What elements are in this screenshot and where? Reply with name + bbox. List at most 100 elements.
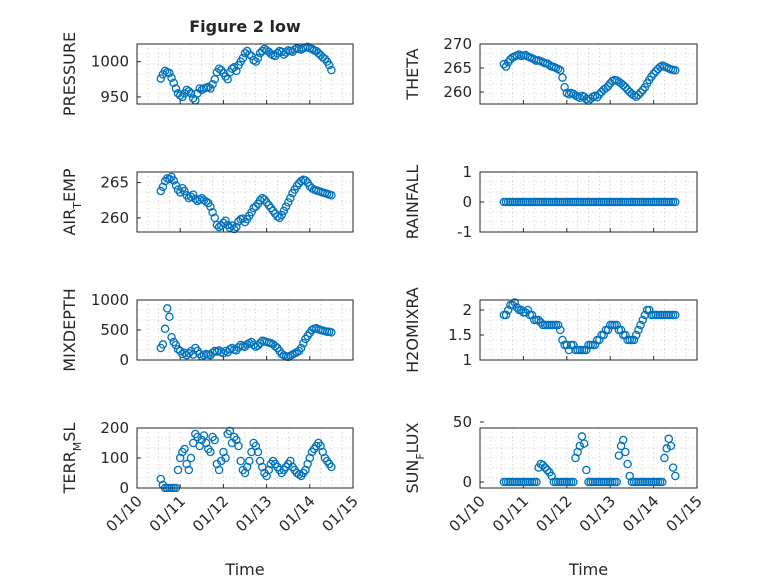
data-point <box>668 463 678 472</box>
data-point <box>636 320 645 330</box>
data-point <box>516 305 526 315</box>
y-tick-label: 1000 <box>91 291 129 309</box>
data-point <box>206 84 215 93</box>
y-tick-label: 270 <box>443 35 472 53</box>
data-point <box>158 182 168 192</box>
data-point <box>590 340 600 350</box>
data-point <box>623 85 632 94</box>
panel-rainfall: -1 0 1 RAINFALL <box>403 163 698 241</box>
data-point <box>221 216 230 225</box>
data-point <box>506 55 515 64</box>
data-point <box>184 87 194 96</box>
data-point <box>180 186 189 196</box>
data-point <box>590 91 600 101</box>
data-point <box>543 465 552 475</box>
y-tick-label: 0 <box>462 193 472 211</box>
data-point <box>232 222 241 232</box>
data-point <box>169 78 178 88</box>
data-point <box>283 198 293 207</box>
data-point <box>638 315 648 325</box>
data-point <box>618 435 628 445</box>
data-point <box>634 90 643 100</box>
data-point <box>575 441 585 451</box>
data-point <box>501 62 511 71</box>
data-point <box>579 439 589 448</box>
data-point <box>645 305 654 315</box>
data-point <box>521 50 530 60</box>
x-tick-label: 01/13 <box>576 492 619 535</box>
data-point <box>281 48 291 57</box>
data-point <box>165 174 174 184</box>
data-point <box>167 332 176 342</box>
x-tick-label: 01/11 <box>489 492 532 535</box>
panel-air_temp: 260 265 AIRTEMP <box>60 168 354 236</box>
marker-group <box>156 172 336 234</box>
data-point <box>303 42 312 52</box>
data-point <box>219 349 228 358</box>
data-point <box>171 84 181 93</box>
data-point <box>671 66 680 75</box>
x-tick-label: 01/10 <box>103 492 146 535</box>
x-tick-label: 01/14 <box>275 492 318 535</box>
y-axis-label: TERRMSL <box>60 423 84 495</box>
data-point <box>508 300 517 310</box>
data-point <box>640 310 650 320</box>
data-point <box>249 55 258 65</box>
data-point <box>540 463 550 472</box>
data-point <box>229 224 239 234</box>
data-point <box>569 477 578 487</box>
data-point <box>186 453 196 463</box>
data-point <box>612 477 621 487</box>
data-point <box>307 44 317 54</box>
data-point <box>225 223 235 233</box>
marker-group <box>156 42 336 105</box>
data-point <box>208 207 217 217</box>
data-point <box>165 68 174 78</box>
data-point <box>560 82 569 92</box>
data-point <box>510 298 519 307</box>
data-point <box>245 456 254 466</box>
data-point <box>258 193 267 203</box>
data-point <box>208 79 217 89</box>
data-point <box>636 88 645 97</box>
y-tick-label: 1 <box>462 351 472 369</box>
data-point <box>553 64 563 74</box>
data-point <box>631 330 641 340</box>
axis-box <box>479 171 698 233</box>
y-axis-label: PRESSURE <box>60 32 79 116</box>
panel-mixdepth: 0 500 1000 MIXDEPTH <box>60 288 354 372</box>
data-point <box>314 48 323 58</box>
data-point <box>234 441 243 451</box>
y-tick-label: 0 <box>462 473 472 491</box>
data-point <box>184 465 194 475</box>
data-point <box>514 50 524 59</box>
data-point <box>234 343 243 352</box>
data-point <box>266 49 276 59</box>
data-point <box>534 315 543 325</box>
data-point <box>158 340 168 349</box>
data-point <box>286 193 295 203</box>
data-point <box>499 59 509 69</box>
data-point <box>651 67 661 76</box>
data-point <box>571 91 580 100</box>
data-point <box>569 89 578 99</box>
x-tick-label: 01/11 <box>146 492 189 535</box>
data-point <box>167 73 176 83</box>
data-point <box>327 328 336 337</box>
data-point <box>523 305 532 315</box>
data-point <box>225 426 235 436</box>
panel-theta: 260 265 270 THETA <box>403 35 698 105</box>
y-tick-label: 1.5 <box>448 326 472 344</box>
data-point <box>612 320 621 330</box>
data-point <box>195 349 204 359</box>
x-tick-label: 01/12 <box>532 492 575 535</box>
data-point <box>188 94 198 103</box>
data-point <box>184 349 194 358</box>
axis-box <box>479 299 698 361</box>
y-tick-label: 200 <box>100 419 129 437</box>
x-tick-label: 01/13 <box>232 492 275 535</box>
axis-box <box>136 171 354 233</box>
x-axis-label: Time <box>568 560 608 579</box>
data-point <box>582 465 591 475</box>
